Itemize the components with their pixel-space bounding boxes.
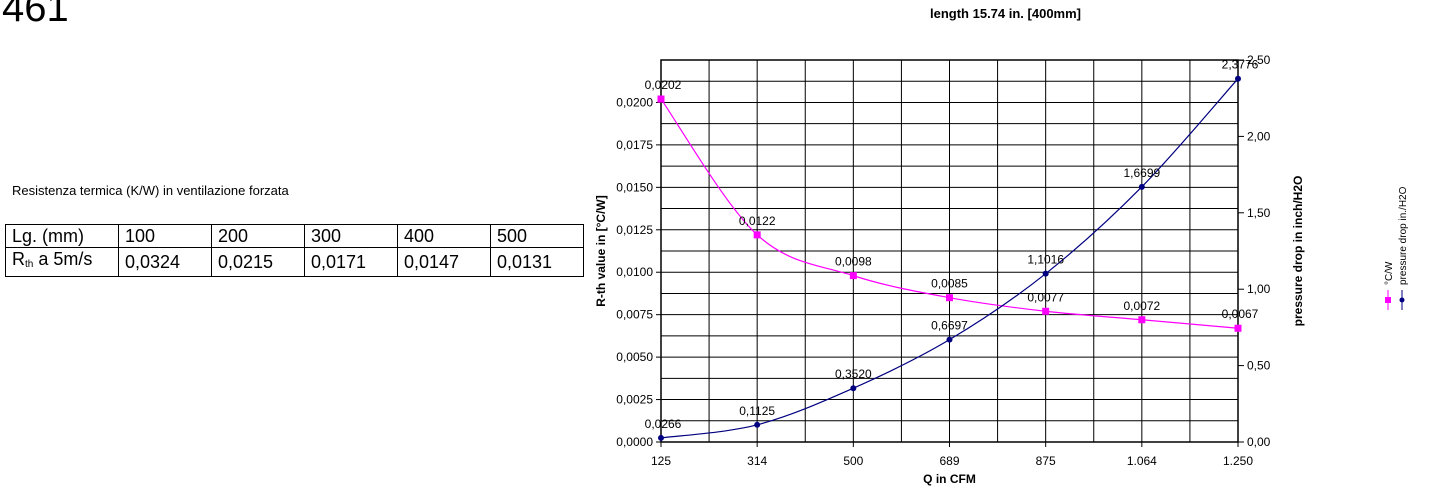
legend: °C/W pressure drop in./H2O bbox=[1384, 186, 1409, 310]
table-value-row: Rth a 5m/s 0,0324 0,0215 0,0171 0,0147 0… bbox=[5, 247, 584, 277]
data-label-rth: 0,0098 bbox=[835, 255, 872, 269]
data-label-pressure: 2,3776 bbox=[1222, 58, 1259, 72]
data-label-pressure: 0,1125 bbox=[739, 404, 775, 418]
table-value-cell: 0,0131 bbox=[490, 247, 584, 277]
y-left-tick-label: 0,0125 bbox=[616, 223, 653, 237]
data-point-pressure bbox=[1042, 270, 1049, 277]
x-tick-label: 875 bbox=[1036, 454, 1056, 468]
data-label-rth: 0,0202 bbox=[645, 78, 682, 92]
data-point-rth bbox=[946, 294, 953, 302]
y-left-tick-label: 0,0200 bbox=[616, 95, 653, 109]
data-point-pressure bbox=[754, 421, 761, 428]
data-point-pressure bbox=[946, 336, 953, 343]
data-label-pressure: 1,1016 bbox=[1027, 253, 1064, 267]
table-header-cell: 500 bbox=[490, 224, 584, 248]
data-point-pressure bbox=[850, 385, 857, 392]
y-left-tick-label: 0,0100 bbox=[616, 265, 653, 279]
data-point-rth bbox=[1138, 316, 1146, 324]
data-label-rth: 0,0085 bbox=[931, 277, 968, 291]
y-right-tick-label: 2,00 bbox=[1247, 129, 1271, 143]
x-axis-label: Q in CFM bbox=[923, 472, 976, 486]
data-label-pressure: 0,3520 bbox=[835, 367, 872, 381]
table-value-cell: 0,0147 bbox=[397, 247, 491, 277]
table-header-row: Lg. (mm) 100 200 300 400 500 bbox=[5, 224, 584, 248]
table-row-label: Rth a 5m/s bbox=[5, 247, 119, 277]
x-tick-label: 1.064 bbox=[1127, 454, 1157, 468]
y-right-tick-label: 1,50 bbox=[1247, 206, 1271, 220]
data-point-rth bbox=[849, 272, 857, 280]
y-right-axis-label: pressure drop in inch/H2O bbox=[1291, 176, 1305, 327]
legend-swatch-marker bbox=[1399, 297, 1405, 303]
series-line bbox=[660, 78, 1239, 439]
data-point-pressure bbox=[1235, 75, 1241, 82]
chart-title: length 15.74 in. [400mm] bbox=[930, 6, 1081, 21]
data-point-rth bbox=[657, 95, 665, 103]
table-value-cell: 0,0171 bbox=[304, 247, 398, 277]
row-label-main: R bbox=[12, 249, 25, 269]
y-left-axis-label: R-th value in [°C/W] bbox=[594, 195, 608, 306]
y-left-tick-label: 0,0150 bbox=[616, 180, 653, 194]
x-tick-label: 1.250 bbox=[1223, 454, 1253, 468]
table-value-cell: 0,0215 bbox=[211, 247, 305, 277]
table-value-cell: 0,0324 bbox=[118, 247, 212, 277]
data-point-rth bbox=[753, 231, 761, 239]
y-left-tick-label: 0,0050 bbox=[616, 350, 653, 364]
y-left-tick-label: 0,0075 bbox=[616, 308, 653, 322]
data-label-rth: 0,0077 bbox=[1027, 290, 1064, 304]
x-tick-label: 689 bbox=[939, 454, 959, 468]
y-left-tick-label: 0,0175 bbox=[616, 138, 653, 152]
y-left-tick-label: 0,0000 bbox=[616, 435, 653, 449]
data-label-pressure: 0,0266 bbox=[645, 417, 682, 431]
y-left-tick-label: 0,0025 bbox=[616, 393, 653, 407]
y-right-tick-label: 0,50 bbox=[1247, 359, 1271, 373]
data-label-pressure: 1,6699 bbox=[1123, 166, 1160, 180]
row-label-rest: a 5m/s bbox=[33, 249, 93, 269]
page-number: 461 bbox=[2, 0, 69, 30]
data-label-rth: 0,0072 bbox=[1123, 299, 1160, 313]
x-tick-label: 500 bbox=[843, 454, 863, 468]
data-label-rth: 0,0122 bbox=[739, 214, 776, 228]
x-tick-label: 314 bbox=[747, 454, 767, 468]
data-point-pressure bbox=[658, 434, 664, 441]
legend-entry-label: pressure drop in./H2O bbox=[1398, 186, 1409, 285]
data-point-rth bbox=[1042, 307, 1050, 315]
thermal-resistance-table: Lg. (mm) 100 200 300 400 500 Rth a 5m/s … bbox=[5, 224, 584, 277]
table-header-cell: 300 bbox=[304, 224, 398, 248]
x-tick-label: 125 bbox=[651, 454, 671, 468]
data-label-pressure: 0,6697 bbox=[931, 319, 968, 333]
table-caption: Resistenza termica (K/W) in ventilazione… bbox=[12, 183, 289, 198]
data-point-rth bbox=[1234, 324, 1242, 332]
data-point-pressure bbox=[1138, 183, 1145, 190]
data-label-rth: 0,0067 bbox=[1222, 307, 1259, 321]
y-right-tick-label: 2,50 bbox=[1247, 53, 1271, 67]
y-right-tick-label: 0,00 bbox=[1247, 435, 1271, 449]
row-label-sub: th bbox=[25, 259, 34, 270]
y-right-tick-label: 1,00 bbox=[1247, 282, 1271, 296]
legend-entry-label: °C/W bbox=[1384, 261, 1395, 285]
legend-swatch-marker bbox=[1385, 297, 1391, 303]
